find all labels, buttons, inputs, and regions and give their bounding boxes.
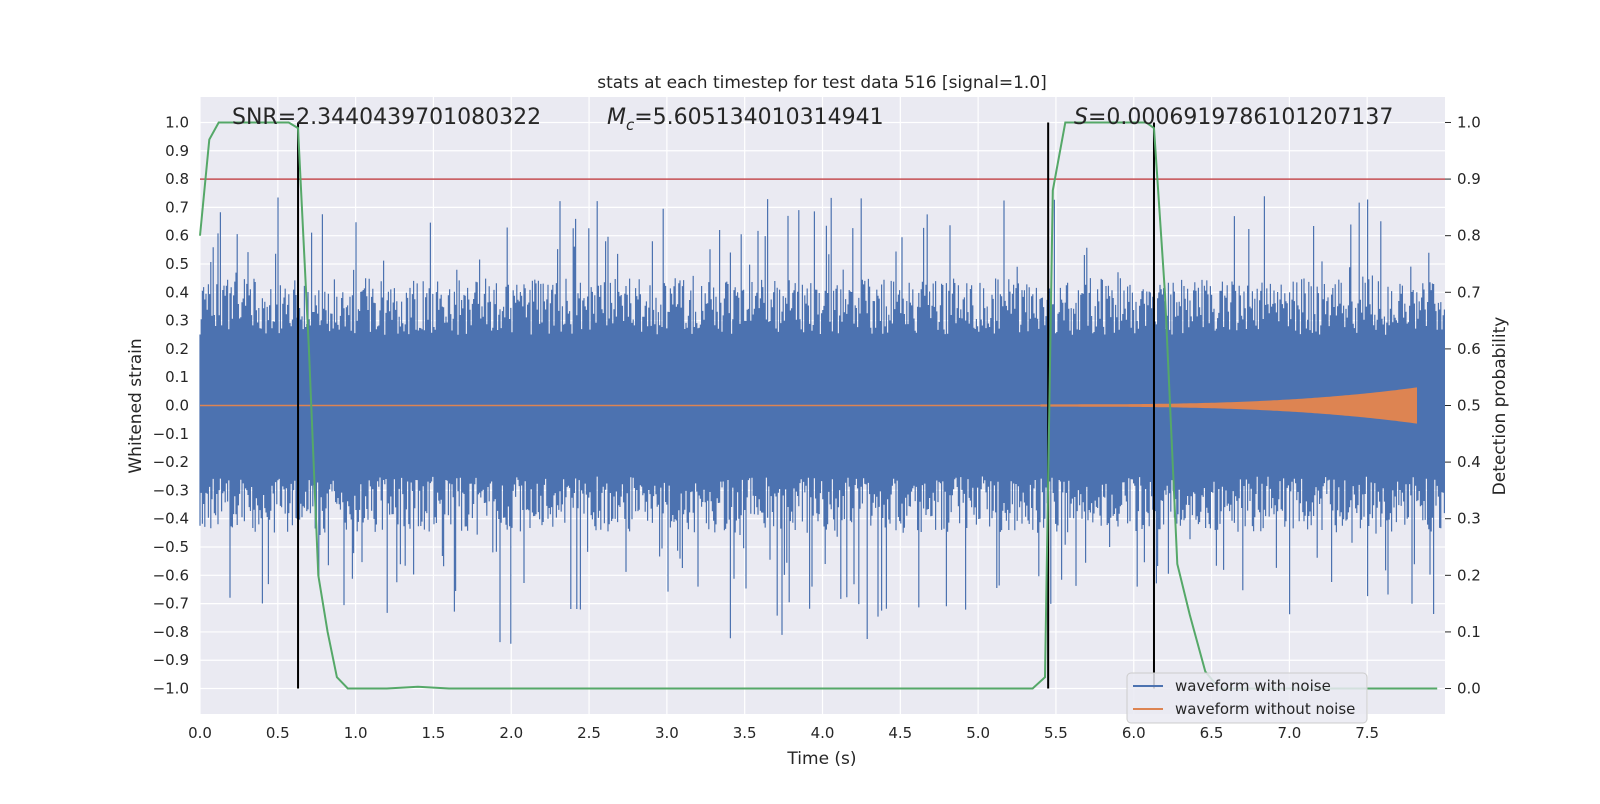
y-tick-label: −1.0	[153, 680, 189, 698]
x-axis-label: Time (s)	[786, 749, 856, 769]
x-tick-label: 2.0	[499, 724, 523, 742]
y-axis-right-ticks: 1.0 0.9 0.8 0.7 0.6 0.5 0.4 0.3 0.2 0.1 0.0	[1445, 113, 1481, 698]
y-tick-label: 0.3	[165, 312, 189, 330]
chirp-envelope	[1040, 387, 1417, 424]
y-right-tick-label: 0.9	[1457, 170, 1481, 188]
y-tick-label: 0.7	[165, 198, 189, 216]
legend-label-with-noise: waveform with noise	[1175, 677, 1331, 695]
y-right-tick-label: 0.3	[1457, 510, 1481, 528]
x-tick-label: 3.5	[733, 724, 757, 742]
y-axis-right-label: Detection probability	[1490, 317, 1510, 496]
y-tick-label: −0.8	[153, 623, 189, 641]
y-right-tick-label: 0.7	[1457, 283, 1481, 301]
x-tick-label: 7.0	[1277, 724, 1301, 742]
x-tick-label: 5.0	[966, 724, 990, 742]
s-annotation: S=0.0006919786101207137	[1074, 105, 1393, 130]
y-tick-label: 0.8	[165, 170, 189, 188]
chirp-mass-subscript: c	[626, 116, 635, 134]
y-tick-label: −0.7	[153, 595, 189, 613]
vertical-lines	[297, 122, 1155, 689]
y-tick-label: −0.3	[153, 481, 189, 499]
y-tick-label: −0.6	[153, 566, 189, 584]
series-detection-probability	[199, 121, 1438, 690]
y-tick-label: 0.4	[165, 283, 189, 301]
legend-label-without-noise: waveform without noise	[1175, 700, 1355, 718]
probability-line	[199, 121, 1438, 690]
snr-annotation: SNR=2.3440439701080322	[232, 105, 541, 130]
x-tick-label: 5.5	[1044, 724, 1068, 742]
y-tick-label: 0.1	[165, 368, 189, 386]
chirp-mass-annotation: Mc=5.605134010314941	[607, 105, 884, 134]
y-right-tick-label: 1.0	[1457, 113, 1481, 131]
x-tick-label: 4.0	[811, 724, 835, 742]
y-tick-label: −0.4	[153, 510, 189, 528]
y-tick-label: 0.0	[165, 397, 189, 415]
x-tick-label: 6.0	[1122, 724, 1146, 742]
x-tick-label: 1.5	[422, 724, 446, 742]
y-right-tick-label: 0.0	[1457, 680, 1481, 698]
y-right-tick-label: 0.4	[1457, 453, 1481, 471]
x-tick-label: 4.5	[888, 724, 912, 742]
series-waveform-without-noise	[200, 387, 1417, 424]
x-tick-label: 0.5	[266, 724, 290, 742]
y-right-tick-label: 0.1	[1457, 623, 1481, 641]
y-axis-label: Whitened strain	[126, 338, 146, 473]
legend: waveform with noise waveform without noi…	[1126, 672, 1368, 724]
y-tick-label: 0.6	[165, 227, 189, 245]
y-tick-label: 0.9	[165, 142, 189, 160]
chart-title: stats at each timestep for test data 516…	[597, 73, 1047, 93]
x-tick-label: 1.0	[344, 724, 368, 742]
x-tick-label: 0.0	[188, 724, 212, 742]
x-tick-label: 6.5	[1200, 724, 1224, 742]
y-right-tick-label: 0.5	[1457, 397, 1481, 415]
y-tick-label: −0.2	[153, 453, 189, 471]
x-tick-label: 2.5	[577, 724, 601, 742]
y-tick-label: 0.2	[165, 340, 189, 358]
chirp-mass-symbol: M	[607, 105, 626, 130]
x-tick-label: 7.5	[1355, 724, 1379, 742]
y-right-tick-label: 0.6	[1457, 340, 1481, 358]
y-tick-label: 1.0	[165, 113, 189, 131]
s-value: =0.0006919786101207137	[1088, 105, 1393, 130]
x-tick-label: 3.0	[655, 724, 679, 742]
y-tick-label: −0.5	[153, 538, 189, 556]
s-symbol: S	[1074, 105, 1088, 130]
y-tick-label: −0.1	[153, 425, 189, 443]
y-right-tick-label: 0.8	[1457, 227, 1481, 245]
y-tick-label: 0.5	[165, 255, 189, 273]
chirp-mass-value: =5.605134010314941	[634, 105, 883, 130]
legend-box	[1126, 672, 1368, 724]
y-tick-label: −0.9	[153, 651, 189, 669]
y-axis-ticks: 1.0 0.9 0.8 0.7 0.6 0.5 0.4 0.3 0.2 0.1 0.0 −0.1 −0.…	[153, 113, 189, 697]
x-axis-ticks: 0.0 0.5 1.0 1.5 2.0 2.5 3.0 3.5 4.0 4.5 5.0 5.5 6.0 6…	[188, 724, 1379, 742]
y-right-tick-label: 0.2	[1457, 566, 1481, 584]
